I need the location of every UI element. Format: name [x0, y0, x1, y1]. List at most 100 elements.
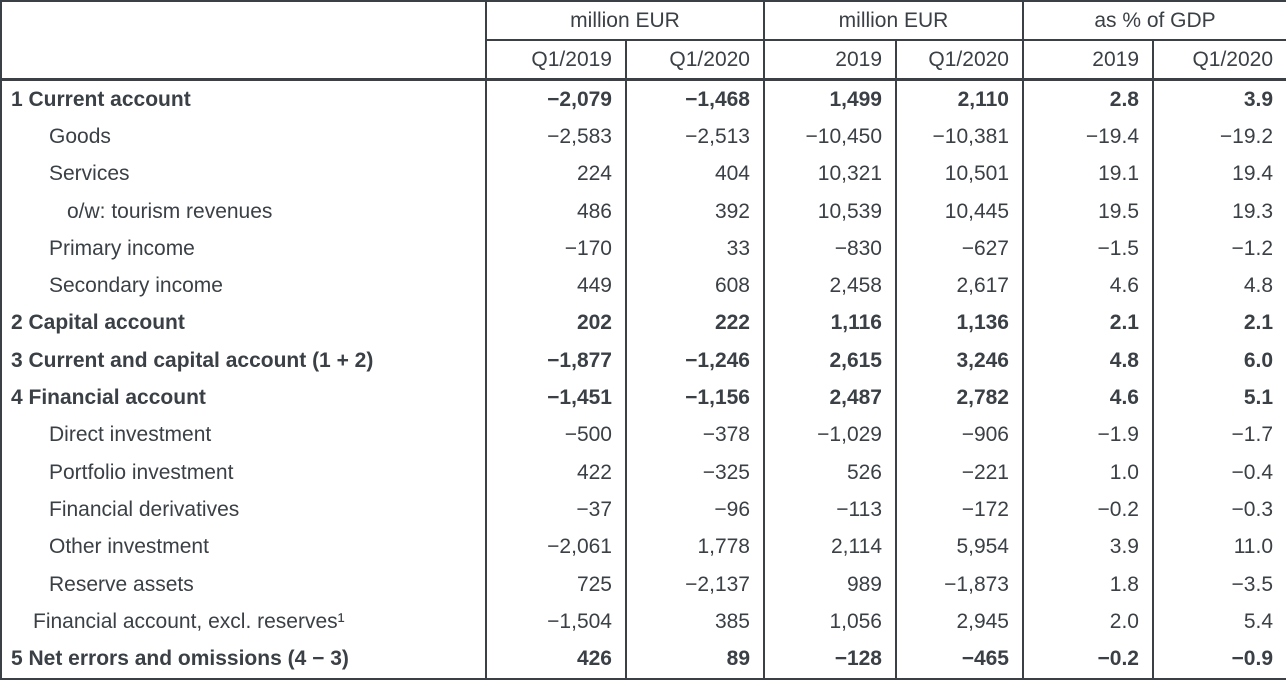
value-cell: 1.0: [1022, 453, 1153, 492]
group-header-million-eur-cumulative: million EUR: [763, 1, 1023, 41]
value-cell: −1,246: [625, 342, 764, 380]
value-cell: −2,513: [625, 118, 764, 156]
value-cell: 4.8: [1151, 267, 1286, 305]
column-header: 2019: [763, 40, 896, 81]
table-row: o/w: tourism revenues 486 392 10,539 10,…: [1, 192, 1286, 231]
row-label: Direct investment: [1, 416, 487, 454]
value-cell: 222: [625, 304, 764, 343]
row-label: 4 Financial account: [1, 379, 487, 417]
value-cell: −1,451: [485, 379, 626, 417]
value-cell: 10,501: [895, 155, 1023, 193]
label-column-header: [1, 1, 487, 81]
value-cell: −2,583: [485, 118, 626, 156]
value-cell: 19.1: [1022, 155, 1153, 193]
value-cell: 10,445: [895, 192, 1023, 231]
column-header-row: Q1/2019 Q1/2020 2019 Q1/2020 2019 Q1/202…: [1, 40, 1286, 81]
row-label: Portfolio investment: [1, 453, 487, 492]
value-cell: 224: [485, 155, 626, 193]
group-header-million-eur-quarterly: million EUR: [485, 1, 764, 41]
value-cell: 202: [485, 304, 626, 343]
value-cell: −0.2: [1022, 491, 1153, 529]
value-cell: −830: [763, 230, 896, 268]
table-header: million EUR million EUR as % of GDP Q1/2…: [1, 1, 1286, 81]
value-cell: 10,321: [763, 155, 896, 193]
value-cell: −325: [625, 453, 764, 492]
value-cell: 608: [625, 267, 764, 305]
value-cell: 426: [485, 640, 626, 679]
value-cell: −19.4: [1022, 118, 1153, 156]
table-row: Portfolio investment 422 −325 526 −221 1…: [1, 453, 1286, 492]
row-label: 2 Capital account: [1, 304, 487, 343]
value-cell: 725: [485, 565, 626, 604]
value-cell: 5.1: [1151, 379, 1286, 417]
value-cell: 2,110: [895, 79, 1023, 119]
table-row: Financial derivatives −37 −96 −113 −172 …: [1, 491, 1286, 529]
value-cell: −1,468: [625, 79, 764, 119]
value-cell: −1,029: [763, 416, 896, 454]
value-cell: −3.5: [1151, 565, 1286, 604]
value-cell: 19.4: [1151, 155, 1286, 193]
value-cell: 2,458: [763, 267, 896, 305]
value-cell: −2,061: [485, 528, 626, 566]
value-cell: 11.0: [1151, 528, 1286, 566]
value-cell: −1,156: [625, 379, 764, 417]
table-row: Financial account, excl. reserves¹ −1,50…: [1, 603, 1286, 641]
value-cell: 404: [625, 155, 764, 193]
value-cell: 1,136: [895, 304, 1023, 343]
value-cell: −1.2: [1151, 230, 1286, 268]
value-cell: −128: [763, 640, 896, 679]
value-cell: −0.2: [1022, 640, 1153, 679]
table-body: 1 Current account −2,079 −1,468 1,499 2,…: [1, 79, 1286, 679]
value-cell: −465: [895, 640, 1023, 679]
value-cell: 2,945: [895, 603, 1023, 641]
value-cell: 486: [485, 192, 626, 231]
value-cell: −378: [625, 416, 764, 454]
value-cell: 2,617: [895, 267, 1023, 305]
row-label: Other investment: [1, 528, 487, 566]
row-label: o/w: tourism revenues: [1, 192, 487, 231]
value-cell: 1,056: [763, 603, 896, 641]
column-header: Q1/2020: [625, 40, 764, 81]
row-label: Services: [1, 155, 487, 193]
row-label: 1 Current account: [1, 79, 487, 119]
value-cell: −1,504: [485, 603, 626, 641]
value-cell: −170: [485, 230, 626, 268]
value-cell: 2,782: [895, 379, 1023, 417]
table-row: 4 Financial account −1,451 −1,156 2,487 …: [1, 379, 1286, 417]
value-cell: 526: [763, 453, 896, 492]
value-cell: −1,877: [485, 342, 626, 380]
value-cell: 5,954: [895, 528, 1023, 566]
row-label: Financial derivatives: [1, 491, 487, 529]
value-cell: 3.9: [1022, 528, 1153, 566]
table-row: Reserve assets 725 −2,137 989 −1,873 1.8…: [1, 565, 1286, 604]
row-label: Goods: [1, 118, 487, 156]
value-cell: 5.4: [1151, 603, 1286, 641]
column-header: 2019: [1022, 40, 1153, 81]
value-cell: 2,114: [763, 528, 896, 566]
value-cell: 2.1: [1022, 304, 1153, 343]
group-header-row: million EUR million EUR as % of GDP: [1, 1, 1286, 81]
value-cell: −2,079: [485, 79, 626, 119]
row-label: Secondary income: [1, 267, 487, 305]
table-row: 3 Current and capital account (1 + 2) −1…: [1, 342, 1286, 380]
value-cell: −0.3: [1151, 491, 1286, 529]
value-cell: 3.9: [1151, 79, 1286, 119]
value-cell: 1,778: [625, 528, 764, 566]
value-cell: −1.9: [1022, 416, 1153, 454]
table-row: 1 Current account −2,079 −1,468 1,499 2,…: [1, 79, 1286, 119]
value-cell: −627: [895, 230, 1023, 268]
value-cell: 89: [625, 640, 764, 679]
table-row: Primary income −170 33 −830 −627 −1.5 −1…: [1, 230, 1286, 268]
value-cell: 385: [625, 603, 764, 641]
value-cell: −2,137: [625, 565, 764, 604]
value-cell: 33: [625, 230, 764, 268]
column-header: Q1/2020: [895, 40, 1023, 81]
table-row: 2 Capital account 202 222 1,116 1,136 2.…: [1, 304, 1286, 343]
value-cell: −10,450: [763, 118, 896, 156]
value-cell: −96: [625, 491, 764, 529]
value-cell: 2,487: [763, 379, 896, 417]
column-header: Q1/2019: [485, 40, 626, 81]
row-label: Financial account, excl. reserves¹: [1, 603, 487, 641]
value-cell: −113: [763, 491, 896, 529]
